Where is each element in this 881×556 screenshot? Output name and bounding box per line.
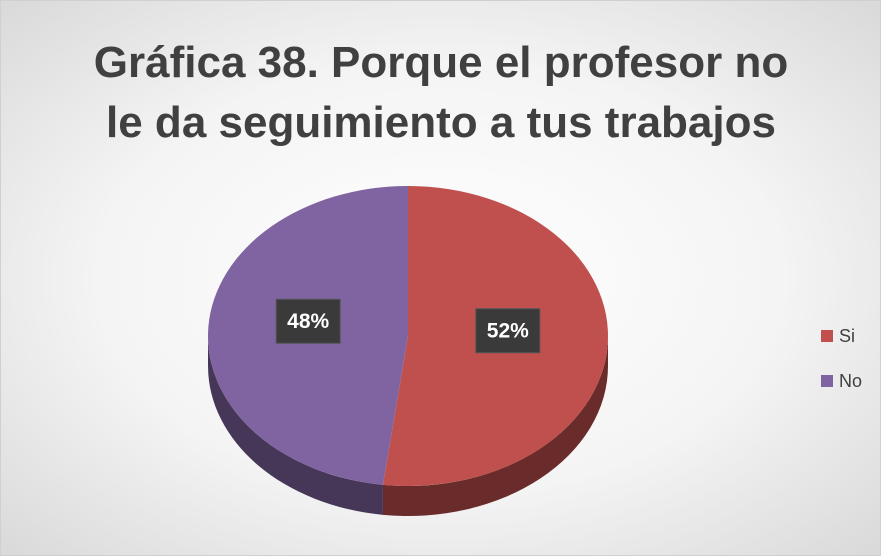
data-label-box [275, 298, 341, 344]
legend-swatch [821, 375, 833, 387]
data-label: 52% [487, 319, 529, 342]
data-label: 48% [287, 310, 329, 333]
chart-title: Gráfica 38. Porque el profesor no le da … [93, 38, 789, 147]
pie-slice-side [382, 336, 608, 516]
legend-label: No [839, 371, 862, 391]
legend-swatch [821, 330, 833, 342]
legend-label: Si [839, 326, 855, 346]
pie-slice-side [208, 336, 383, 515]
data-label-box [475, 308, 541, 354]
